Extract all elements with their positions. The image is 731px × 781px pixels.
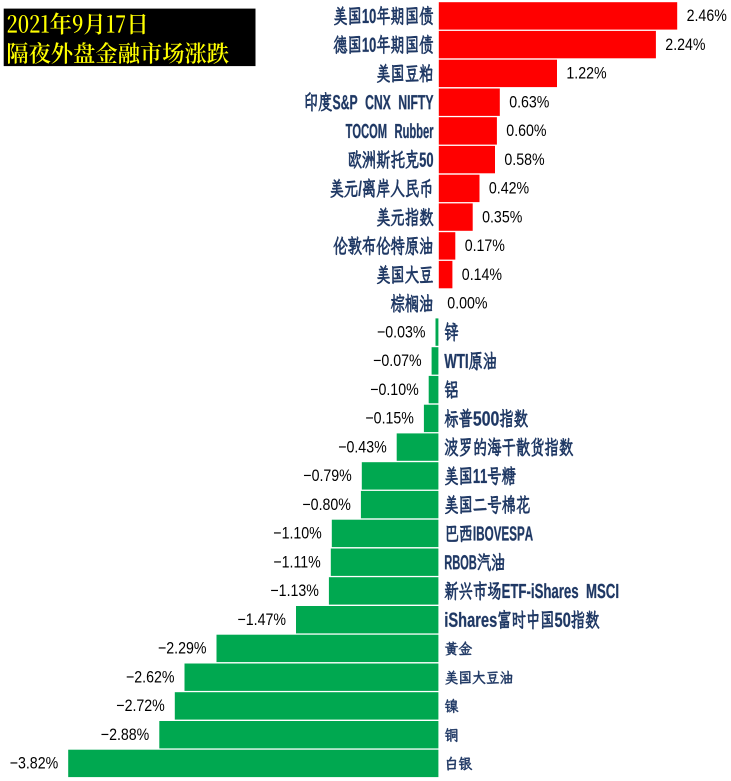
svg-text:−2.62%: −2.62% xyxy=(126,668,175,686)
svg-text:0.60%: 0.60% xyxy=(506,122,546,140)
svg-text:2.24%: 2.24% xyxy=(665,36,705,54)
svg-text:−0.03%: −0.03% xyxy=(377,323,426,341)
svg-text:−1.47%: −1.47% xyxy=(237,611,286,629)
svg-text:2.46%: 2.46% xyxy=(687,7,727,25)
svg-text:0.14%: 0.14% xyxy=(462,266,502,284)
svg-text:−0.10%: −0.10% xyxy=(370,381,419,399)
svg-text:−1.13%: −1.13% xyxy=(270,582,319,600)
svg-text:0.35%: 0.35% xyxy=(482,208,522,226)
svg-text:−2.72%: −2.72% xyxy=(116,697,165,715)
svg-text:−0.79%: −0.79% xyxy=(303,467,352,485)
svg-text:0.63%: 0.63% xyxy=(509,93,549,111)
svg-text:−0.43%: −0.43% xyxy=(338,438,387,456)
svg-text:−2.29%: −2.29% xyxy=(158,640,207,658)
svg-text:0.17%: 0.17% xyxy=(465,237,505,255)
svg-text:0.58%: 0.58% xyxy=(504,151,544,169)
svg-text:1.22%: 1.22% xyxy=(566,65,606,83)
svg-text:0.42%: 0.42% xyxy=(489,180,529,198)
svg-text:−1.11%: −1.11% xyxy=(273,553,321,571)
svg-text:−3.82%: −3.82% xyxy=(10,755,59,773)
svg-text:−1.10%: −1.10% xyxy=(273,525,322,543)
svg-text:0.00%: 0.00% xyxy=(447,295,487,313)
svg-text:−0.80%: −0.80% xyxy=(302,496,351,514)
svg-text:−0.07%: −0.07% xyxy=(373,352,422,370)
svg-text:−0.15%: −0.15% xyxy=(365,410,414,428)
svg-text:−2.88%: −2.88% xyxy=(101,726,150,744)
